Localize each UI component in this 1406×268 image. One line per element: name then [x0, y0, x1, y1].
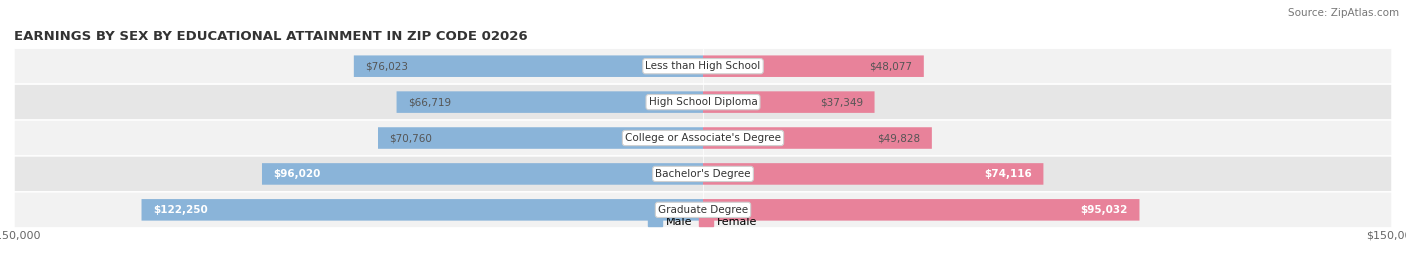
Text: $76,023: $76,023 [366, 61, 408, 71]
FancyBboxPatch shape [262, 163, 703, 185]
Text: Graduate Degree: Graduate Degree [658, 205, 748, 215]
Text: $48,077: $48,077 [869, 61, 912, 71]
Legend: Male, Female: Male, Female [644, 212, 762, 231]
Text: College or Associate's Degree: College or Associate's Degree [626, 133, 780, 143]
Text: $95,032: $95,032 [1081, 205, 1128, 215]
FancyBboxPatch shape [14, 192, 1392, 228]
FancyBboxPatch shape [703, 91, 875, 113]
Text: Less than High School: Less than High School [645, 61, 761, 71]
Text: $37,349: $37,349 [820, 97, 863, 107]
FancyBboxPatch shape [142, 199, 703, 221]
FancyBboxPatch shape [14, 156, 1392, 192]
Text: Source: ZipAtlas.com: Source: ZipAtlas.com [1288, 8, 1399, 18]
Text: EARNINGS BY SEX BY EDUCATIONAL ATTAINMENT IN ZIP CODE 02026: EARNINGS BY SEX BY EDUCATIONAL ATTAINMEN… [14, 30, 527, 43]
FancyBboxPatch shape [14, 84, 1392, 120]
FancyBboxPatch shape [396, 91, 703, 113]
Text: $96,020: $96,020 [274, 169, 321, 179]
FancyBboxPatch shape [703, 163, 1043, 185]
Text: High School Diploma: High School Diploma [648, 97, 758, 107]
FancyBboxPatch shape [703, 127, 932, 149]
FancyBboxPatch shape [703, 55, 924, 77]
FancyBboxPatch shape [14, 48, 1392, 84]
Text: Bachelor's Degree: Bachelor's Degree [655, 169, 751, 179]
Text: $74,116: $74,116 [984, 169, 1032, 179]
Text: $122,250: $122,250 [153, 205, 208, 215]
Text: $66,719: $66,719 [408, 97, 451, 107]
Text: $70,760: $70,760 [389, 133, 433, 143]
Text: $49,828: $49,828 [877, 133, 921, 143]
FancyBboxPatch shape [703, 199, 1139, 221]
FancyBboxPatch shape [378, 127, 703, 149]
FancyBboxPatch shape [14, 120, 1392, 156]
FancyBboxPatch shape [354, 55, 703, 77]
